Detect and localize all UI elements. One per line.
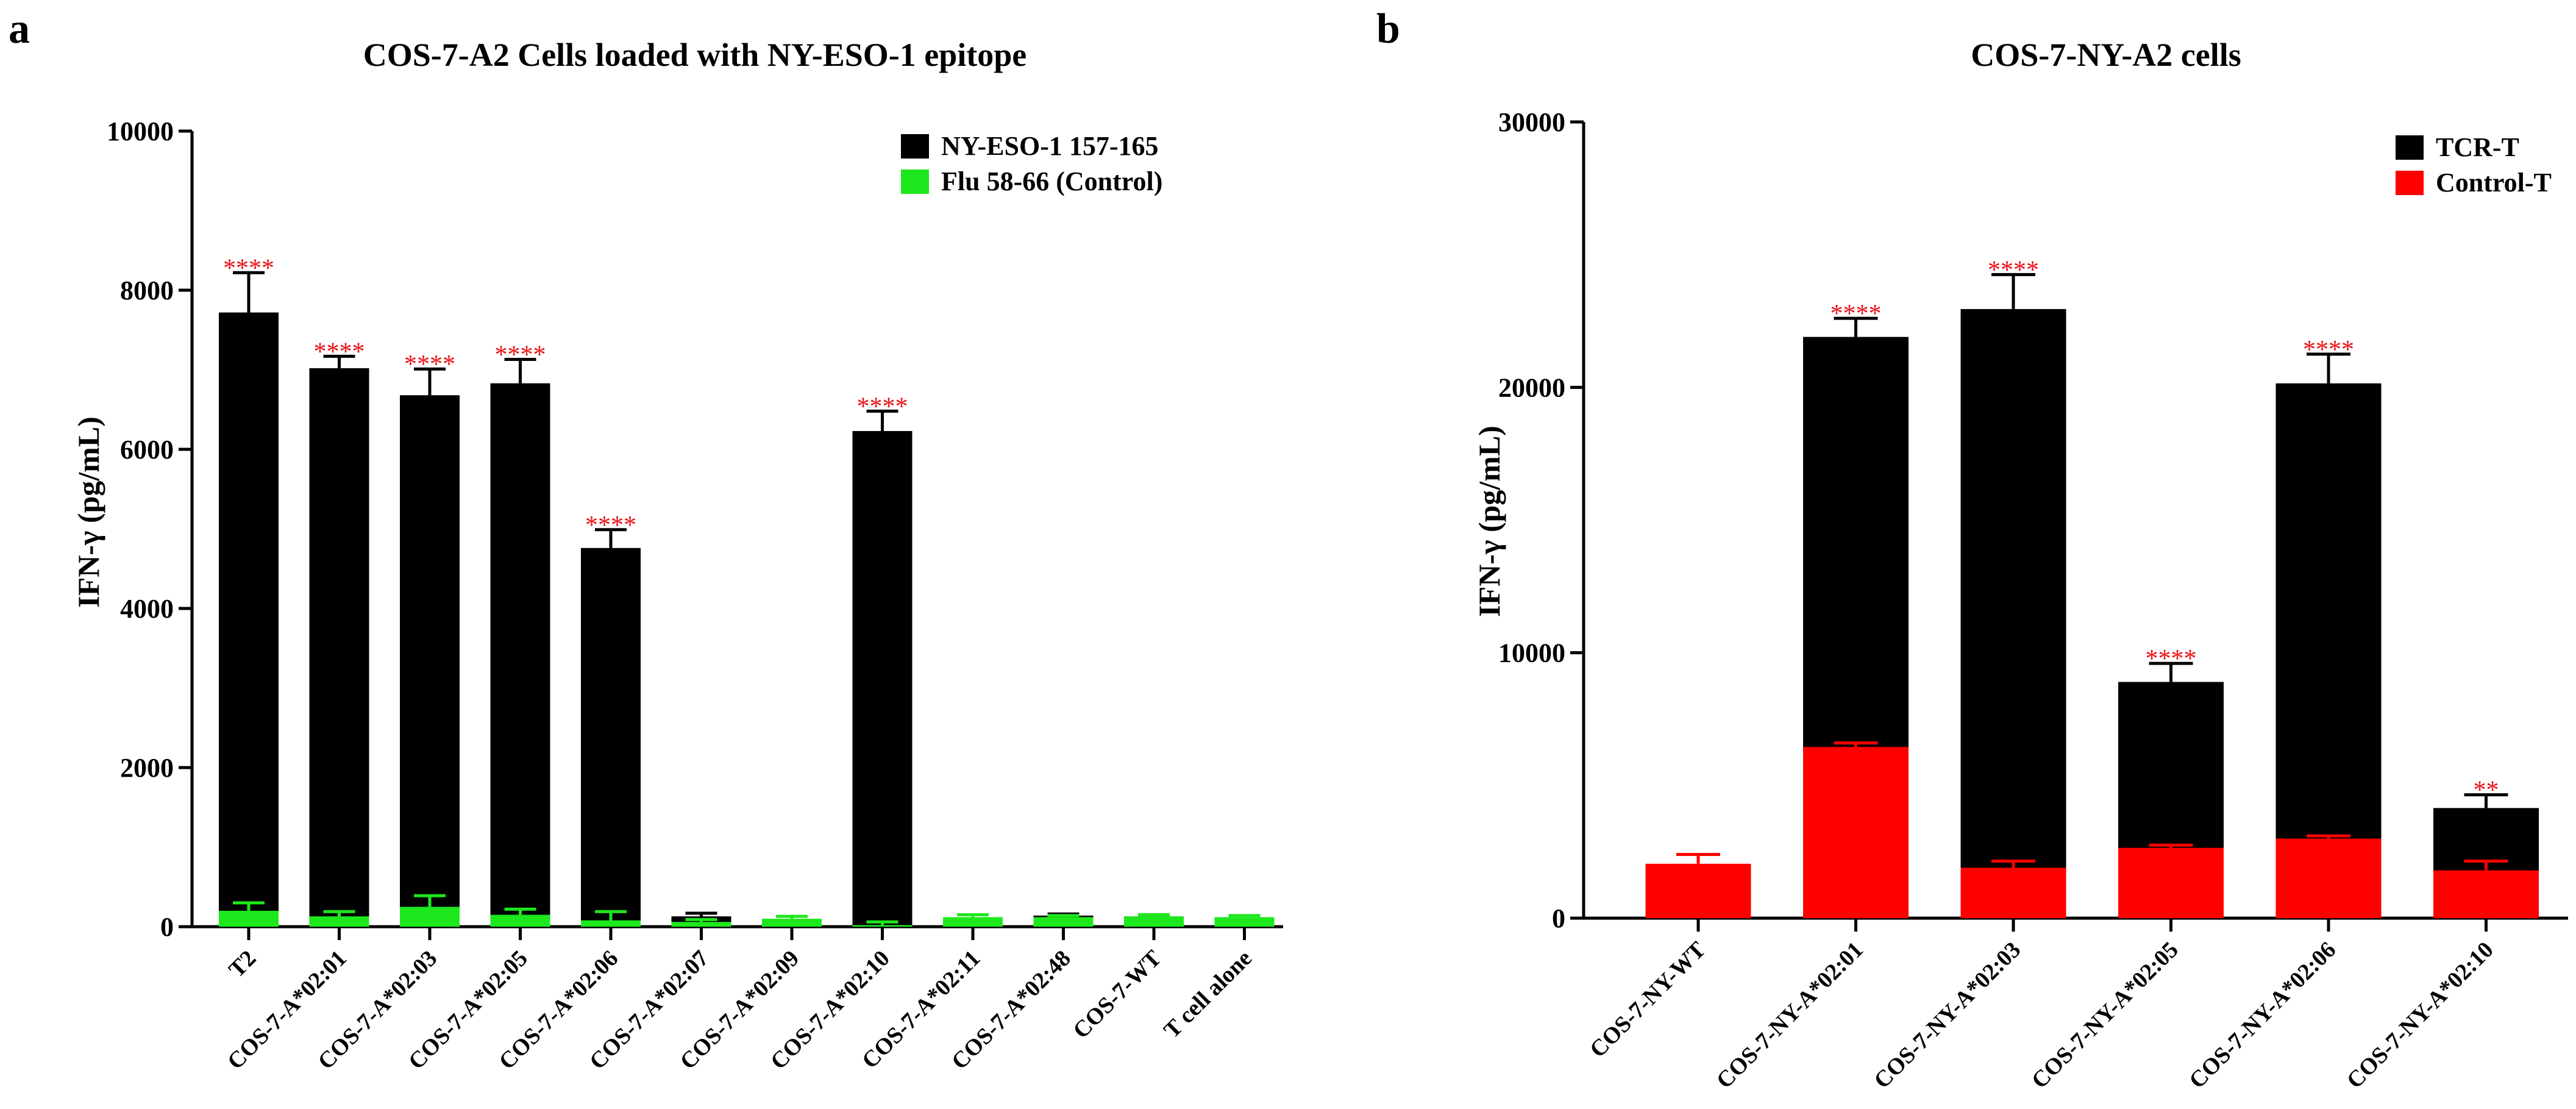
- chart-a-legend-swatch: [901, 134, 929, 159]
- chart-b-ylabel: IFN-γ (pg/mL): [1472, 426, 1506, 617]
- chart-b-title: COS-7-NY-A2 cells: [1971, 37, 2241, 73]
- chart-b-x-tick-label: COS-7-NY-A*02:03: [1869, 937, 2026, 1094]
- chart-a-y-tick-label: 0: [160, 912, 174, 942]
- chart-a: 0200040006000800010000T2COS-7-A*02:01COS…: [107, 116, 1283, 1074]
- panel-letter-b: b: [1376, 5, 1400, 52]
- chart-b-bar-series2: [2433, 870, 2539, 918]
- chart-a-bar-series2: [852, 925, 913, 927]
- chart-a-significance-label: ****: [223, 254, 274, 282]
- chart-b-significance-label: **: [2474, 777, 2499, 805]
- chart-a-legend-label: Flu 58-66 (Control): [941, 166, 1162, 196]
- chart-b-legend-label: TCR-T: [2436, 132, 2519, 162]
- chart-b-significance-label: ****: [1988, 256, 2039, 284]
- panel-letter-a: a: [9, 5, 30, 52]
- chart-a-ylabel: IFN-γ (pg/mL): [71, 416, 105, 608]
- chart-b-legend-label: Control-T: [2436, 168, 2552, 198]
- chart-a-y-tick-label: 4000: [120, 594, 174, 624]
- chart-b-y-tick-label: 10000: [1498, 638, 1565, 668]
- chart-b-significance-label: ****: [2303, 336, 2354, 364]
- chart-b-bar-series2: [2118, 847, 2224, 918]
- chart-b-x-tick-label: COS-7-NY-A*02:10: [2342, 937, 2499, 1094]
- chart-a-bar-series2: [671, 922, 731, 927]
- chart-a-bar-series2: [1214, 917, 1275, 927]
- chart-a-legend-label: NY-ESO-1 157-165: [941, 131, 1159, 161]
- chart-a-y-tick-label: 6000: [120, 435, 174, 465]
- chart-a-bar-series2: [219, 910, 279, 927]
- chart-a-bar-series2: [309, 916, 369, 927]
- chart-a-bar-series2: [943, 917, 1003, 927]
- chart-b-legend-swatch: [2396, 171, 2424, 195]
- chart-b-y-tick-label: 30000: [1498, 107, 1565, 137]
- chart-b-x-tick-label: COS-7-NY-A*02:06: [2184, 937, 2341, 1094]
- chart-a-bar-series2: [1033, 917, 1094, 927]
- chart-a-bar-series1: [219, 312, 279, 927]
- chart-b-bar-series1: [2275, 383, 2382, 918]
- chart-a-y-tick-label: 8000: [120, 276, 174, 305]
- chart-a-bar-series1: [852, 430, 913, 927]
- chart-b-x-tick-label: COS-7-NY-WT: [1585, 937, 1710, 1063]
- chart-a-bar-series1: [490, 383, 550, 927]
- chart-a-significance-label: ****: [857, 393, 908, 421]
- chart-b-bar-series2: [1960, 868, 2066, 918]
- chart-b-x-tick-label: COS-7-NY-A*02:01: [1712, 937, 1868, 1094]
- chart-a-y-tick-label: 10000: [107, 116, 174, 146]
- chart-a-title: COS-7-A2 Cells loaded with NY-ESO-1 epit…: [363, 37, 1027, 73]
- chart-b-legend-swatch: [2396, 135, 2424, 160]
- chart-a-significance-label: ****: [495, 341, 546, 369]
- chart-a-x-tick-label: T2: [224, 946, 261, 983]
- chart-a-bar-series2: [490, 915, 550, 927]
- chart-b-bar-series2: [1645, 863, 1751, 918]
- chart-a-significance-label: ****: [404, 351, 455, 379]
- chart-b-bar-series2: [1803, 747, 1909, 918]
- chart-a-y-tick-label: 2000: [120, 753, 174, 783]
- chart-a-legend-swatch: [901, 169, 929, 194]
- chart-b-significance-label: ****: [1831, 300, 1882, 328]
- chart-a-bar-series1: [309, 368, 369, 927]
- chart-a-bar-series2: [581, 920, 641, 927]
- chart-a-significance-label: ****: [585, 512, 636, 540]
- chart-a-bar-series2: [400, 907, 460, 927]
- chart-a-x-tick-label: COS-7-WT: [1068, 946, 1166, 1044]
- chart-a-x-tick-label: T cell alone: [1159, 946, 1257, 1044]
- chart-a-bar-series2: [1124, 916, 1184, 927]
- chart-a-bar-series2: [762, 918, 822, 927]
- chart-b-bar-series2: [2275, 838, 2382, 918]
- chart-a-significance-label: ****: [314, 338, 365, 366]
- chart-b-significance-label: ****: [2146, 645, 2197, 673]
- chart-b-x-tick-label: COS-7-NY-A*02:05: [2027, 937, 2183, 1094]
- chart-a-bar-series1: [581, 547, 641, 927]
- chart-b-y-tick-label: 20000: [1498, 373, 1565, 402]
- chart-b-y-tick-label: 0: [1552, 904, 1565, 933]
- chart-b-bar-series1: [1960, 308, 2066, 918]
- chart-a-bar-series1: [400, 395, 460, 927]
